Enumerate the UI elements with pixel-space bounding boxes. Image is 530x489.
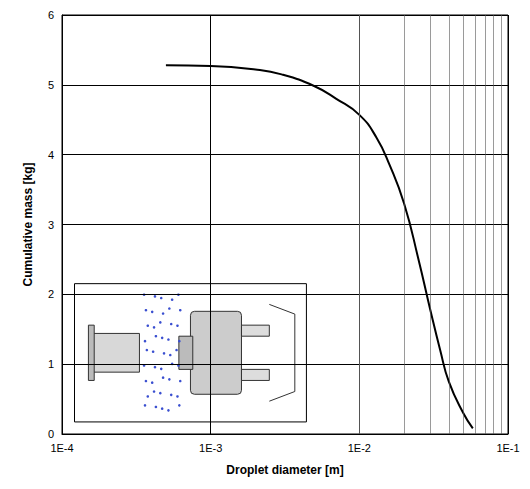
svg-text:1E-4: 1E-4: [50, 442, 73, 454]
svg-text:4: 4: [48, 149, 54, 161]
svg-text:5: 5: [48, 79, 54, 91]
svg-text:2: 2: [48, 288, 54, 300]
svg-text:Cumulative mass [kg]: Cumulative mass [kg]: [21, 162, 35, 286]
svg-text:3: 3: [48, 219, 54, 231]
svg-text:0: 0: [48, 428, 54, 440]
svg-text:1E-1: 1E-1: [496, 442, 519, 454]
svg-text:1E-3: 1E-3: [199, 442, 222, 454]
svg-text:1: 1: [48, 358, 54, 370]
svg-text:6: 6: [48, 9, 54, 21]
svg-text:Droplet diameter [m]: Droplet diameter [m]: [226, 463, 343, 477]
svg-text:1E-2: 1E-2: [348, 442, 371, 454]
